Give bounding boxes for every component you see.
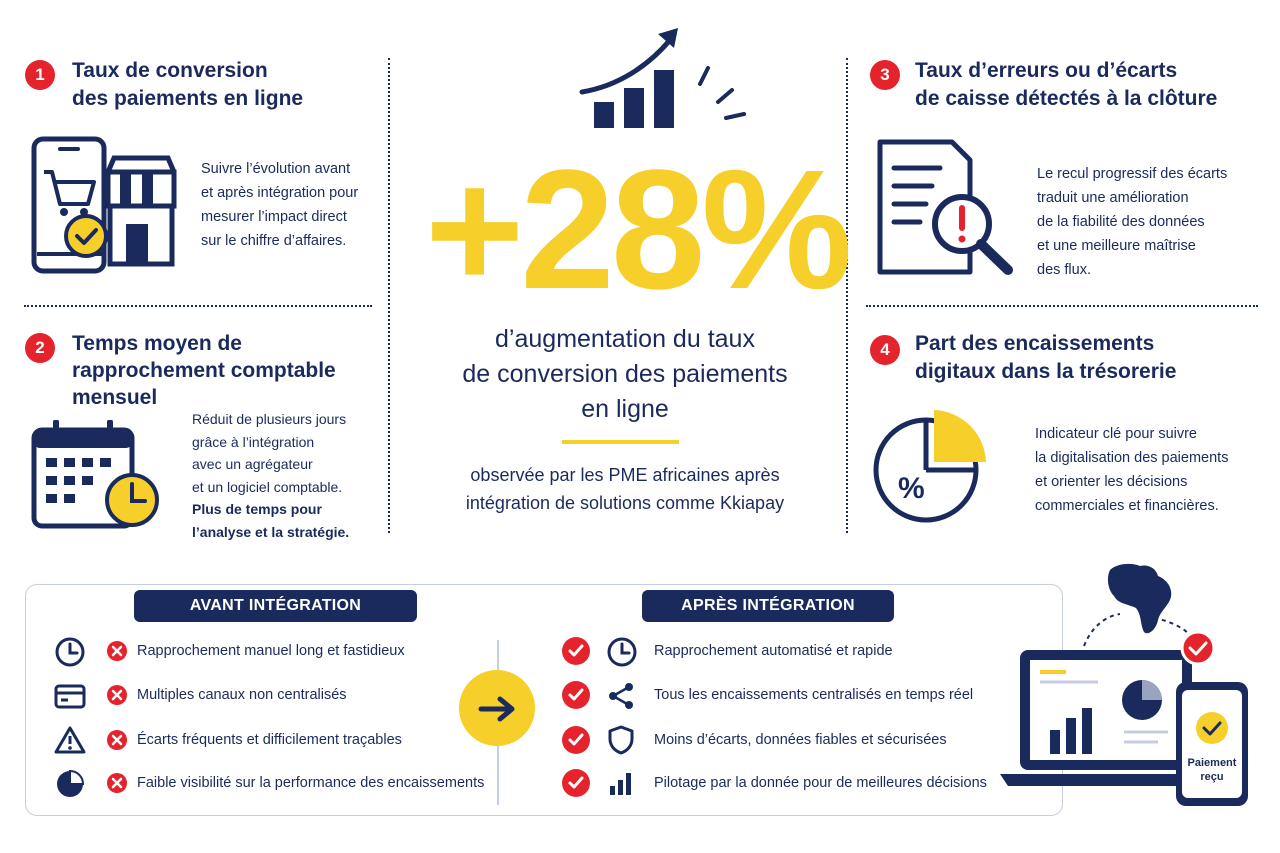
kpi-description-line: traduit une amélioration bbox=[1037, 190, 1189, 206]
bar-chart-icon bbox=[610, 773, 631, 795]
pie-chart-icon bbox=[873, 410, 986, 523]
after-integration-label: APRÈS INTÉGRATION bbox=[642, 590, 894, 622]
kpi-title-line: Temps moyen de bbox=[72, 332, 242, 355]
pie-icon bbox=[57, 769, 85, 797]
check-icon bbox=[562, 637, 590, 665]
kpi-title-line: Taux de conversion bbox=[72, 59, 268, 82]
kpi-description-bold-line: Plus de temps pour bbox=[192, 501, 322, 517]
kpi-description-bold-line: l’analyse et la stratégie. bbox=[192, 523, 350, 540]
kpi-description-line: la digitalisation des paiements bbox=[1035, 450, 1229, 466]
document-search-icon bbox=[877, 139, 1013, 275]
hero-subtitle-line: de conversion des paiements bbox=[462, 360, 788, 388]
after-item: Tous les encaissements centralisés en te… bbox=[654, 687, 974, 703]
kpi-description: Le recul progressif des écarts traduit u… bbox=[1037, 162, 1257, 282]
cross-icon bbox=[107, 641, 127, 661]
hero-subtitle-line: en ligne bbox=[581, 395, 669, 423]
kpi-number-badge: 2 bbox=[25, 333, 55, 363]
payment-label-line: reçu bbox=[1200, 771, 1224, 783]
check-icon bbox=[562, 769, 590, 797]
calendar-clock-icon bbox=[31, 420, 159, 529]
kpi-title: Part des encaissements digitaux dans la … bbox=[915, 330, 1255, 386]
divider-left bbox=[388, 58, 390, 533]
before-item: Multiples canaux non centralisés bbox=[137, 687, 347, 703]
mobile-shop-icon bbox=[31, 136, 177, 274]
kpi-description-line: mesurer l’impact direct bbox=[201, 209, 347, 225]
payment-received-label: Paiement reçu bbox=[1183, 756, 1241, 784]
kpi-description-line: et orienter les décisions bbox=[1035, 474, 1188, 490]
divider-left-horizontal bbox=[24, 305, 372, 307]
kpi-title-line: Taux d’erreurs ou d’écarts bbox=[915, 59, 1178, 82]
kpi-title-line: digitaux dans la trésorerie bbox=[915, 360, 1177, 383]
pie-percent-label: % bbox=[898, 472, 925, 505]
payment-label-line: Paiement bbox=[1187, 757, 1237, 769]
laptop-payment-illustration bbox=[1000, 563, 1248, 806]
kpi-description-line: et après intégration pour bbox=[201, 185, 359, 201]
kpi-title: Taux d’erreurs ou d’écarts de caisse dét… bbox=[915, 57, 1265, 113]
before-item: Rapprochement manuel long et fastidieux bbox=[137, 643, 405, 659]
kpi-description-line: Le recul progressif des écarts bbox=[1037, 166, 1228, 182]
kpi-title-line: Part des encaissements bbox=[915, 332, 1155, 355]
divider-right-horizontal bbox=[866, 305, 1258, 307]
hero-underline bbox=[562, 440, 679, 444]
hero-observation-line: observée par les PME africaines après bbox=[470, 465, 780, 485]
kpi-description-line: Indicateur clé pour suivre bbox=[1035, 426, 1197, 442]
check-icon bbox=[562, 726, 590, 754]
share-icon bbox=[609, 683, 633, 709]
hero-value: +28% bbox=[425, 135, 853, 325]
after-item: Pilotage par la donnée pour de meilleure… bbox=[654, 775, 987, 791]
cross-icon bbox=[107, 773, 127, 793]
clock-icon bbox=[607, 637, 637, 667]
kpi-title-line: des paiements en ligne bbox=[72, 87, 304, 110]
kpi-title: Temps moyen de rapprochement comptable m… bbox=[72, 330, 372, 411]
kpi-description: Réduit de plusieurs jours grâce à l’inté… bbox=[192, 408, 382, 543]
kpi-description: Suivre l’évolution avant et après intégr… bbox=[201, 157, 381, 253]
shield-icon bbox=[608, 725, 634, 755]
kpi-description-line: grâce à l’intégration bbox=[192, 433, 315, 450]
hero-observation-line: intégration de solutions comme Kkiapay bbox=[465, 493, 785, 513]
kpi-number-badge: 1 bbox=[25, 60, 55, 90]
kpi-title-line: rapprochement comptable bbox=[72, 359, 336, 382]
after-item: Moins d’écarts, données fiables et sécur… bbox=[654, 732, 947, 748]
after-item: Rapprochement automatisé et rapide bbox=[654, 643, 893, 659]
cross-icon bbox=[107, 685, 127, 705]
before-item: Écarts fréquents et difficilement traçab… bbox=[137, 732, 402, 748]
kpi-description-line: Suivre l’évolution avant bbox=[201, 161, 351, 177]
kpi-number-badge: 3 bbox=[870, 60, 900, 90]
growth-chart-icon bbox=[579, 28, 746, 128]
kpi-description-line: de la fiabilité des données bbox=[1037, 214, 1205, 230]
kpi-title: Taux de conversion des paiements en lign… bbox=[72, 57, 372, 113]
before-item: Faible visibilité sur la performance des… bbox=[137, 775, 485, 791]
hero-subtitle-line: d’augmentation du taux bbox=[495, 325, 755, 353]
card-icon bbox=[54, 684, 86, 709]
cross-icon bbox=[107, 730, 127, 750]
kpi-title-line: de caisse détectés à la clôture bbox=[915, 87, 1218, 110]
hero-subtitle: d’augmentation du taux de conversion des… bbox=[425, 322, 825, 427]
kpi-description-line: sur le chiffre d’affaires. bbox=[201, 233, 347, 249]
kpi-description-line: et une meilleure maîtrise bbox=[1037, 238, 1196, 254]
kpi-title-line: mensuel bbox=[72, 386, 158, 409]
divider-right bbox=[846, 58, 848, 533]
clock-icon bbox=[55, 637, 85, 667]
warning-icon bbox=[54, 726, 86, 754]
arrow-right-icon bbox=[478, 696, 515, 722]
before-integration-label: AVANT INTÉGRATION bbox=[134, 590, 417, 622]
kpi-description-line: et un logiciel comptable. bbox=[192, 478, 343, 495]
check-icon bbox=[562, 681, 590, 709]
kpi-description-line: Réduit de plusieurs jours bbox=[192, 411, 347, 427]
kpi-description: Indicateur clé pour suivre la digitalisa… bbox=[1035, 422, 1265, 518]
kpi-description-line: avec un agrégateur bbox=[192, 456, 313, 472]
kpi-number-badge: 4 bbox=[870, 335, 900, 365]
kpi-description-line: commerciales et financières. bbox=[1035, 498, 1219, 514]
kpi-description-line: des flux. bbox=[1037, 262, 1091, 278]
hero-observation: observée par les PME africaines après in… bbox=[415, 461, 835, 517]
